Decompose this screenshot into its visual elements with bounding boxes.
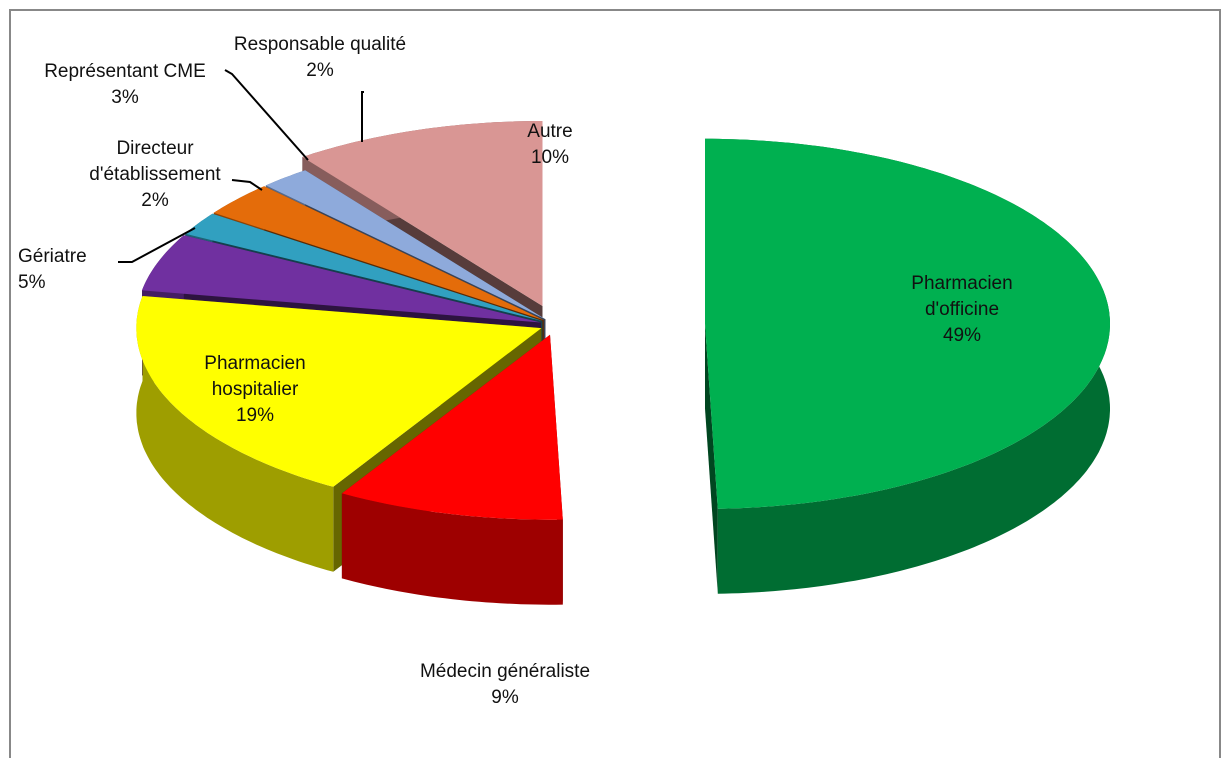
- slice-top: [705, 138, 1110, 509]
- leader-line: [231, 179, 263, 191]
- value-label: 2%: [141, 190, 169, 211]
- value-label: 19%: [235, 405, 275, 426]
- category-label: Représentant CME: [44, 61, 206, 82]
- data-label: Autre 10%: [505, 119, 595, 171]
- category-label: Autre: [527, 121, 573, 142]
- slice-wall: [341, 493, 563, 605]
- leader-line: [224, 69, 309, 161]
- data-label: Pharmacien hospitalier 19%: [170, 351, 340, 429]
- slice-top: [142, 235, 541, 323]
- category-label: Gériatre: [18, 246, 87, 267]
- slice-top: [341, 334, 563, 520]
- data-label: Responsable qualité 2%: [200, 32, 440, 84]
- slice-top: [136, 296, 542, 487]
- data-label: Directeur d'établissement 2%: [75, 136, 235, 214]
- category-label: Directeur d'établissement: [89, 138, 221, 185]
- value-label: 9%: [491, 687, 519, 708]
- value-label: 3%: [111, 87, 139, 108]
- category-label: Médecin généraliste: [419, 661, 591, 682]
- slice-top: [302, 121, 543, 306]
- category-label: Responsable qualité: [233, 34, 407, 55]
- leader-line: [361, 91, 364, 142]
- leader-line: [118, 227, 196, 263]
- slice-top: [213, 186, 544, 321]
- value-label: 10%: [530, 147, 570, 168]
- slice-side: [705, 323, 718, 594]
- data-label: Gériatre 5%: [18, 244, 138, 296]
- data-label: Médecin généraliste 9%: [365, 659, 645, 711]
- value-label: 5%: [18, 272, 46, 293]
- slice-top: [265, 170, 546, 320]
- value-label: 2%: [306, 60, 334, 81]
- category-label: Pharmacien hospitalier: [204, 353, 306, 400]
- category-label: Pharmacien d'officine: [911, 273, 1013, 320]
- value-label: 49%: [942, 325, 982, 346]
- slice-top: [185, 213, 543, 321]
- data-label: Pharmacien d'officine 49%: [887, 271, 1037, 349]
- slice-wall: [136, 296, 334, 572]
- data-label: Représentant CME 3%: [5, 59, 245, 111]
- chart-border: [9, 9, 1221, 758]
